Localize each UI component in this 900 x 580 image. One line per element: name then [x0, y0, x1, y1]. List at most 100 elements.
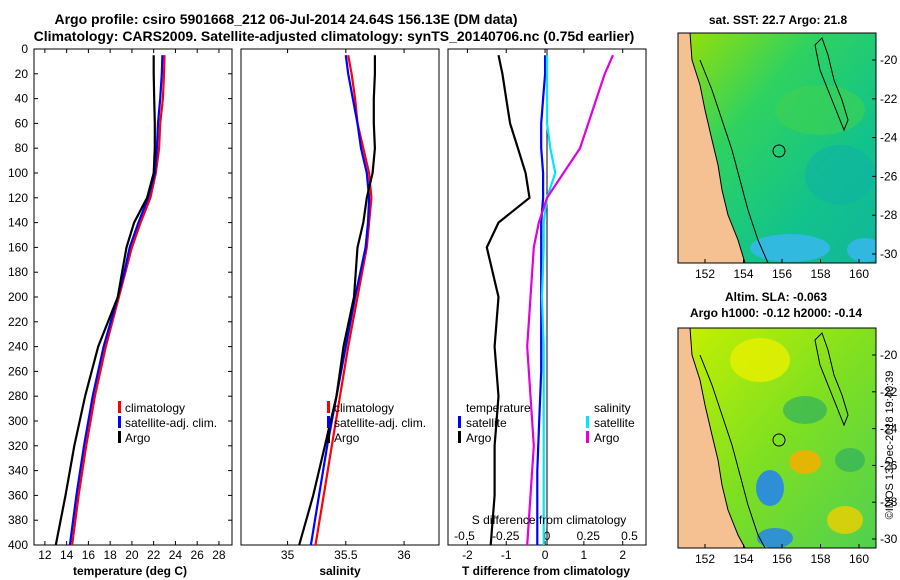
x-tick-label: 18 [103, 548, 117, 562]
sla-low-2 [757, 528, 793, 548]
map-y-tick-label: -20 [880, 53, 898, 67]
x-tick-label: 12 [38, 548, 52, 562]
x-tick-label: 14 [60, 548, 74, 562]
series-line-satellite-adj-clim- [68, 55, 164, 546]
temperature-x-axis: 12 14 16 18 20 22 24 26 28 [38, 49, 226, 562]
x-tick-label: 1 [581, 548, 588, 562]
map-y-tick-label: -24 [880, 131, 898, 145]
x-tick-label: 2 [619, 548, 626, 562]
legend-swatch-t-argo [458, 431, 461, 443]
depth-tick-label: 140 [8, 216, 28, 230]
map-x-tick-label: 152 [695, 267, 715, 281]
sla-argo-location [772, 433, 786, 447]
depth-tick-label: 400 [8, 538, 28, 552]
depth-tick-label: 320 [8, 439, 28, 453]
map-y-tick-label: -30 [880, 532, 898, 546]
series-line-t-argo [485, 54, 531, 546]
legend-label-argo: Argo [334, 431, 360, 445]
x-tick-label: 35 [281, 548, 295, 562]
series-line-satellite-adj-clim- [309, 55, 371, 546]
sla-map-frame [677, 327, 877, 549]
legend-swatch-t-satellite [458, 416, 461, 428]
sla-high-2 [789, 450, 821, 474]
depth-tick-label: 300 [8, 414, 28, 428]
sst-map-y-axis: -20 -22 -24 -26 -28 -30 [872, 53, 898, 261]
series-line-s-argo [526, 54, 615, 546]
map-y-tick-label: -26 [880, 169, 898, 183]
title-line2: Climatology: CARS2009. Satellite-adjuste… [34, 28, 635, 44]
sst-map-x-axis: 152 154 156 158 160 [695, 259, 869, 281]
sla-map-title1: Altim. SLA: -0.063 [725, 290, 827, 304]
depth-tick-label: 60 [15, 116, 29, 130]
map-y-tick-label: -26 [880, 458, 898, 472]
sla-reef-outline [814, 332, 849, 427]
legend-title-salinity: salinity [594, 401, 631, 415]
x-tick-label: 20 [125, 548, 139, 562]
depth-tick-label: 340 [8, 464, 28, 478]
series-line-argo [54, 55, 156, 546]
sla-map-title2: Argo h1000: -0.12 h2000: -0.14 [690, 306, 862, 320]
x-tick-label: 35.5 [334, 548, 358, 562]
sla-low-1 [756, 470, 784, 506]
depth-tick-label: 280 [8, 389, 28, 403]
map-x-tick-label: 156 [772, 552, 792, 566]
sst-map-title: sat. SST: 22.7 Argo: 21.8 [709, 13, 848, 27]
t-difference-x-axis: -2 -1 0 1 2 [462, 49, 626, 562]
legend-swatch-satellite [327, 416, 330, 428]
legend-title-temperature: temperature [466, 401, 531, 415]
sla-isobath [699, 354, 766, 548]
salinity-xlabel: salinity [319, 564, 361, 578]
legend-swatch-argo [327, 431, 330, 443]
depth-tick-label: 360 [8, 488, 28, 502]
legend-label-s-argo: Argo [594, 431, 620, 445]
legend-label-t-satellite: satellite [466, 416, 507, 430]
x-tick-label: 28 [212, 548, 226, 562]
difference-legend: temperature satellite Argo salinity sate… [458, 401, 635, 445]
sla-land [678, 328, 746, 548]
s-difference-x-axis: -0.5 -0.25 0 0.25 0.5 [454, 529, 638, 543]
depth-tick-label: 260 [8, 364, 28, 378]
map-x-tick-label: 158 [810, 267, 830, 281]
imos-stamp: ©IMOS 13-Dec-2018 19:40:39 [884, 371, 896, 520]
depth-tick-label: 0 [21, 42, 28, 56]
legend-swatch-satellite [118, 416, 121, 428]
x-tick-label: 26 [191, 548, 205, 562]
legend-label-satellite: satellite-adj. clim. [334, 416, 426, 430]
map-y-tick-label: -24 [880, 422, 898, 436]
x-tick-label: 0 [542, 548, 549, 562]
sst-blob-cold [750, 234, 830, 262]
depth-tick-label: 120 [8, 191, 28, 205]
s-tick-label: -0.5 [454, 529, 475, 543]
legend-label-argo: Argo [125, 431, 151, 445]
map-y-tick-label: -20 [880, 348, 898, 362]
sla-low-4 [835, 448, 865, 472]
salinity-x-axis: 35 35.5 36 [281, 49, 411, 562]
series-line-t-satellite [536, 55, 547, 545]
s-difference-label: S difference from climatology [472, 513, 627, 527]
salinity-lines [298, 55, 377, 546]
sla-map: 152 154 156 158 160 -20 -22 -24 -26 -28 -30 [677, 327, 898, 566]
sst-argo-location [772, 144, 786, 158]
map-x-tick-label: 160 [849, 267, 869, 281]
legend-swatch-climatology [327, 401, 330, 413]
title-line1: Argo profile: csiro 5901668_212 06-Jul-2… [54, 11, 517, 27]
map-x-tick-label: 154 [733, 552, 753, 566]
x-tick-label: -1 [501, 548, 512, 562]
temperature-panel: 0204060801001201401601802002202402602803… [8, 42, 646, 578]
sst-reef-outline [814, 37, 849, 132]
difference-lines [485, 54, 615, 546]
depth-tick-label: 200 [8, 290, 28, 304]
depth-tick-label: 80 [15, 141, 29, 155]
map-x-tick-label: 156 [772, 267, 792, 281]
depth-tick-label: 20 [15, 67, 29, 81]
depth-tick-label: 220 [8, 315, 28, 329]
s-tick-label: -0.25 [492, 529, 520, 543]
legend-label-satellite: satellite-adj. clim. [125, 416, 217, 430]
map-x-tick-label: 152 [695, 552, 715, 566]
sst-blob-cold2 [847, 238, 876, 262]
sst-blob-cool [805, 145, 875, 205]
series-line-climatology [71, 55, 166, 546]
temperature-xlabel: temperature (deg C) [73, 564, 187, 578]
sst-blob-warm [775, 85, 865, 135]
